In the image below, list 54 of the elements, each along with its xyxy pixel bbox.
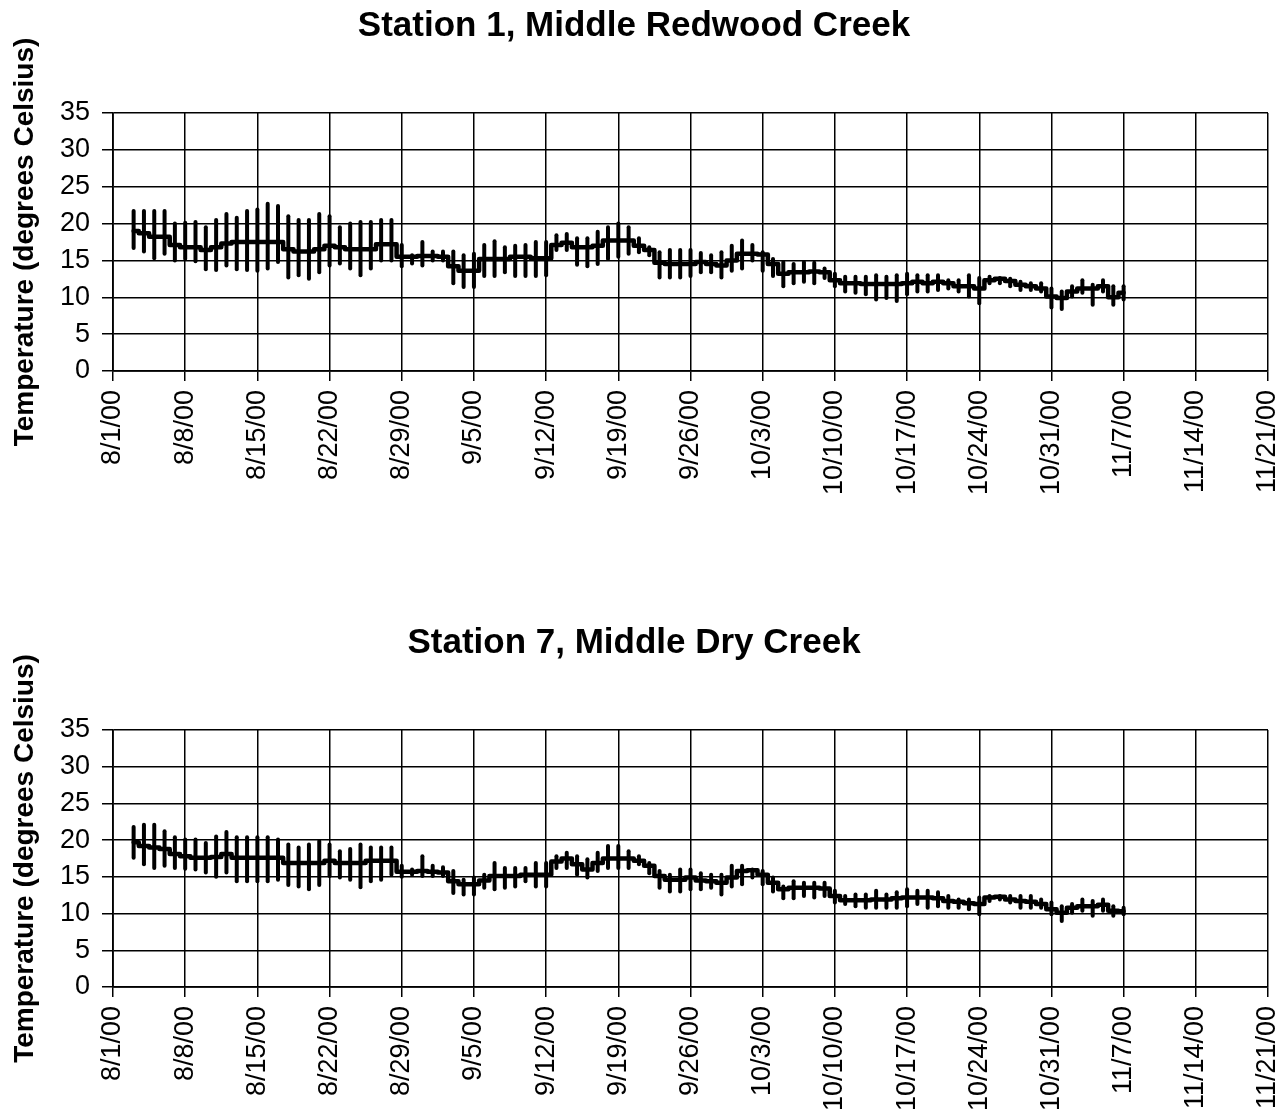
x-tick-label: 8/22/00 (313, 1006, 344, 1097)
chart-title: Station 7, Middle Dry Creek (407, 620, 862, 660)
y-tick-label: 30 (59, 133, 90, 164)
x-tick-label: 10/10/00 (818, 1006, 849, 1112)
y-tick-label: 35 (59, 96, 90, 127)
y-axis-title: Temperature (degrees Celsius) (7, 37, 39, 447)
x-tick-label: 10/3/00 (746, 390, 777, 481)
y-tick-label: 20 (59, 823, 90, 854)
y-tick-label: 10 (59, 897, 90, 928)
x-tick-label: 10/17/00 (890, 390, 921, 496)
x-tick-label: 9/5/00 (457, 390, 488, 466)
chart-title: Station 1, Middle Redwood Creek (357, 3, 911, 43)
y-axis-title: Temperature (degrees Celsius) (7, 654, 39, 1063)
x-tick-label: 9/5/00 (457, 1006, 488, 1082)
x-tick-label: 10/31/00 (1034, 1006, 1065, 1112)
y-tick-label: 20 (59, 207, 90, 238)
x-tick-label: 8/8/00 (168, 1006, 199, 1082)
x-tick-label: 9/19/00 (601, 1006, 632, 1097)
y-tick-label: 0 (74, 354, 90, 385)
x-tick-label: 10/24/00 (962, 1006, 993, 1112)
x-tick-label: 10/10/00 (818, 390, 849, 496)
x-tick-label: 10/3/00 (746, 1006, 777, 1097)
y-tick-label: 30 (59, 750, 90, 781)
x-tick-label: 10/31/00 (1034, 390, 1065, 496)
x-tick-label: 8/15/00 (240, 390, 271, 481)
x-tick-label: 8/22/00 (313, 390, 344, 481)
x-tick-label: 8/29/00 (385, 1006, 416, 1097)
y-tick-label: 15 (59, 243, 90, 274)
x-tick-label: 11/7/00 (1107, 1006, 1138, 1095)
y-tick-label: 35 (59, 713, 90, 744)
x-tick-label: 9/26/00 (673, 1006, 704, 1097)
x-tick-label: 11/7/00 (1107, 390, 1138, 479)
y-tick-label: 25 (59, 786, 90, 817)
x-tick-label: 8/1/00 (96, 1006, 127, 1082)
x-tick-label: 11/14/00 (1179, 1006, 1210, 1110)
y-tick-label: 10 (59, 280, 90, 311)
x-tick-label: 8/1/00 (96, 390, 127, 466)
x-tick-label: 11/21/00 (1251, 1006, 1282, 1110)
x-tick-label: 8/29/00 (385, 390, 416, 481)
x-tick-label: 9/19/00 (601, 390, 632, 481)
x-tick-label: 10/17/00 (890, 1006, 921, 1112)
x-tick-label: 11/14/00 (1179, 390, 1210, 494)
x-tick-label: 8/8/00 (168, 390, 199, 466)
x-tick-label: 9/12/00 (529, 390, 560, 481)
y-tick-label: 15 (59, 860, 90, 891)
x-tick-label: 9/12/00 (529, 1006, 560, 1097)
x-tick-label: 8/15/00 (240, 1006, 271, 1097)
x-tick-label: 11/21/00 (1251, 390, 1282, 494)
y-tick-label: 25 (59, 170, 90, 201)
x-tick-label: 10/24/00 (962, 390, 993, 496)
y-tick-label: 5 (74, 317, 90, 348)
y-tick-label: 0 (74, 970, 90, 1001)
x-tick-label: 9/26/00 (673, 390, 704, 481)
y-tick-label: 5 (74, 933, 90, 964)
